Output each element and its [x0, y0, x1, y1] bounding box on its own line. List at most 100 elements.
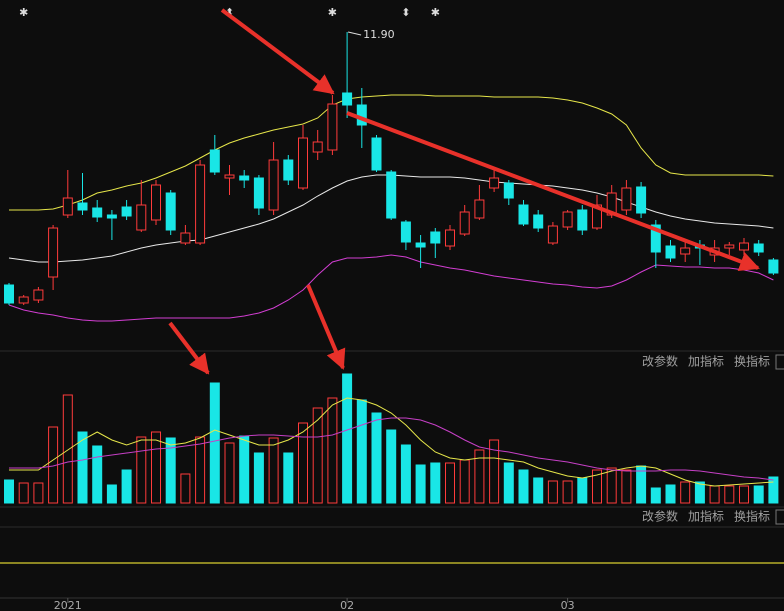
- candle-body: [268, 159, 279, 211]
- candle-body: [636, 186, 647, 214]
- candle-body: [577, 209, 588, 231]
- candle-body: [562, 211, 573, 228]
- volume-bar: [474, 449, 485, 504]
- candle-body: [180, 232, 191, 244]
- candle-body: [489, 177, 500, 189]
- candle-body: [342, 92, 353, 106]
- volume-bar: [709, 485, 720, 504]
- x-tick-label: 02: [340, 599, 354, 611]
- volume-bar: [224, 442, 235, 504]
- volume-bar: [636, 465, 647, 504]
- candle-body: [533, 214, 544, 229]
- candle-body: [606, 192, 617, 216]
- candle-body: [312, 141, 323, 153]
- candle-body: [680, 247, 691, 255]
- volume-bar: [283, 452, 294, 504]
- volume-bar: [386, 429, 397, 504]
- volume-bar: [312, 407, 323, 504]
- volume-bar: [180, 473, 191, 504]
- event-marker: ⬍: [225, 6, 234, 19]
- volume-bar: [62, 394, 73, 504]
- candle-body: [18, 296, 29, 304]
- candle-body: [459, 211, 470, 235]
- toolbar-button[interactable]: 改参数: [642, 509, 678, 524]
- event-marker: ✱: [328, 6, 337, 19]
- volume-bar: [489, 439, 500, 504]
- volume-bar: [518, 469, 529, 504]
- volume-bar: [136, 436, 147, 504]
- volume-bar: [606, 467, 617, 504]
- candle-body: [33, 289, 44, 301]
- volume-bar: [592, 469, 602, 504]
- candle-body: [739, 242, 749, 251]
- candle-body: [753, 243, 764, 253]
- candle-body: [592, 204, 602, 229]
- candle-body: [356, 104, 367, 126]
- candle-body: [136, 204, 147, 231]
- volume-bar: [33, 482, 44, 504]
- candle-body: [650, 224, 661, 253]
- volume-bar: [327, 397, 338, 504]
- volume-bar: [400, 444, 411, 504]
- collapse-box[interactable]: [775, 509, 784, 525]
- volume-bar: [268, 437, 279, 504]
- toolbar-button[interactable]: 换指标: [734, 354, 770, 369]
- volume-bar: [92, 445, 103, 504]
- candle-body: [62, 197, 73, 216]
- high-annotation: 11.90: [363, 28, 395, 41]
- volume-bar: [77, 431, 88, 504]
- volume-bar: [753, 485, 764, 504]
- collapse-box[interactable]: [775, 354, 784, 370]
- volume-bar: [298, 422, 308, 504]
- toolbar-button[interactable]: 加指标: [688, 509, 724, 524]
- band-line: [9, 94, 774, 211]
- event-marker: ✱: [431, 6, 440, 19]
- volume-bar: [239, 435, 250, 504]
- volume-bar: [415, 464, 426, 504]
- candle-body: [415, 242, 426, 248]
- x-tick-label: 2021: [54, 599, 82, 611]
- toolbar-button[interactable]: 加指标: [688, 354, 724, 369]
- candle-body: [121, 206, 132, 217]
- candle-body: [298, 137, 308, 189]
- volume-bar: [4, 479, 14, 504]
- candle-body: [371, 137, 382, 171]
- volume-bar: [165, 437, 176, 504]
- candle-body: [768, 259, 779, 274]
- candle-body: [547, 225, 558, 244]
- annotation-pointer: [347, 31, 362, 36]
- volume-bar: [253, 452, 264, 504]
- volume-bar: [533, 477, 544, 504]
- volume-bar: [694, 481, 705, 504]
- candle-body: [445, 229, 455, 247]
- arrow: [168, 321, 210, 375]
- event-marker: ⬍: [401, 6, 410, 19]
- volume-bar: [665, 484, 676, 504]
- volume-bar: [547, 480, 558, 504]
- candle-body: [283, 159, 294, 181]
- candle-body: [224, 174, 235, 179]
- candle-body: [209, 149, 220, 173]
- volume-bar: [430, 462, 441, 504]
- arrow: [306, 284, 346, 370]
- volume-bar: [445, 462, 455, 504]
- volume-bar: [18, 482, 29, 504]
- candle-body: [386, 171, 397, 219]
- volume-bar: [459, 459, 470, 504]
- toolbar-button[interactable]: 改参数: [642, 354, 678, 369]
- volume-bar: [356, 399, 367, 504]
- volume-bar: [106, 484, 117, 504]
- candle-body: [151, 184, 161, 221]
- candle-body: [474, 199, 485, 219]
- volume-bar: [342, 373, 353, 504]
- plot-layer: ✱ ⬍ ✱ ⬍ ✱ 11.90: [4, 6, 779, 504]
- toolbar-button[interactable]: 换指标: [734, 509, 770, 524]
- volume-bar: [577, 477, 588, 504]
- volume-bar: [121, 469, 132, 504]
- event-marker: ✱: [19, 6, 28, 19]
- candle-body: [239, 175, 250, 181]
- volume-bar: [151, 431, 161, 504]
- volume-bar: [650, 487, 661, 504]
